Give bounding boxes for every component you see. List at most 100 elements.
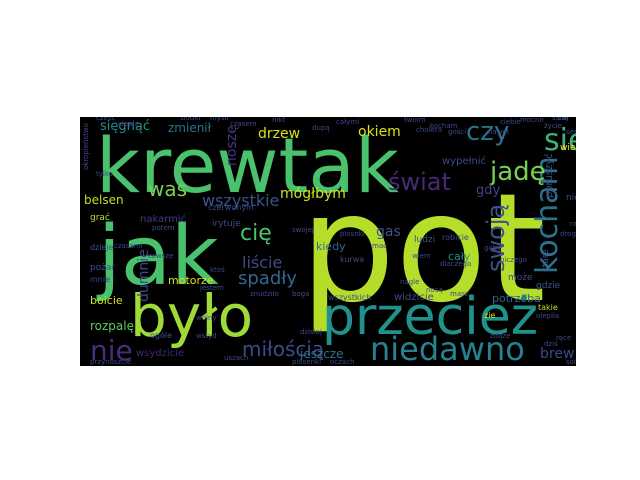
word-siegnac: sięgnąć [100, 119, 150, 134]
word-ludzi: ludzi [414, 235, 435, 245]
word-raz: raz [570, 220, 581, 228]
word-przynoszcie: przynoszcie [90, 358, 131, 366]
word-mocno: mocno [520, 116, 544, 124]
word-nie: nie [90, 334, 133, 367]
word-sie: się [544, 123, 586, 158]
word-boicie: boicie [90, 294, 123, 307]
word-niebo: niebo [566, 193, 591, 203]
word-czesc: cześć [96, 114, 115, 122]
word-krewtak: krewtak [96, 121, 399, 210]
word-swiat: świat [388, 168, 451, 196]
word-uszach: uszach [224, 354, 248, 362]
word-wypelnic: wypełnić [442, 155, 486, 167]
word-drzew: drzew [258, 126, 300, 142]
word-swoja: swoją [482, 204, 510, 272]
word-moze: może [508, 273, 533, 283]
word-rece: ręce [556, 334, 571, 342]
word-poruszyc: poruszyć [543, 153, 555, 198]
word-nawet: nawet [488, 128, 510, 136]
word-kocham: kocham [530, 156, 565, 274]
word-robicie: robicie [442, 233, 469, 242]
word-zie: zie [484, 311, 495, 320]
word-takie: takie [538, 303, 558, 312]
word-belsen: belsen [84, 193, 124, 207]
word-okiem: okiem [358, 124, 401, 140]
word-geby: gęby [484, 244, 501, 252]
word-zmienil: zmienił [168, 121, 212, 135]
word-widzicie: widzicie [394, 292, 434, 303]
word-wszystkie: wszystkie [202, 191, 279, 210]
word-zdaze: zdąże [490, 332, 510, 340]
word-olepila: olepila [536, 312, 559, 320]
word-niczego: niczego [500, 256, 527, 264]
word-dupa: dupą [312, 124, 330, 132]
word-kocham: kocham [430, 122, 458, 130]
word-brew: brew [540, 346, 574, 362]
word-wieku: wieku [560, 143, 586, 153]
word-czasami: czasami [114, 242, 143, 250]
word-taj: taj [558, 113, 568, 122]
word-swojej: swojej [292, 226, 314, 234]
word-oczach: oczach [330, 358, 354, 366]
word-soiowki: soiowki [566, 358, 592, 366]
word-mnie: mnie [90, 275, 110, 284]
word-wsydzicie: wsydzicie [136, 348, 184, 359]
word-jade: jadę [489, 157, 546, 187]
word-pot: pot [300, 162, 546, 336]
word-czasem: czasem [230, 120, 257, 128]
word-noca: nocą [426, 286, 443, 294]
word-gosci: gości [448, 128, 466, 136]
word-niedawno: niedawno [370, 330, 525, 368]
word-boga: boga [292, 290, 309, 298]
word-potem: potem [152, 224, 175, 232]
word-liscie: liście [242, 253, 282, 272]
word-potrzeba: potrzeba [492, 292, 541, 305]
word-czerwonym: czerwonym [208, 203, 254, 212]
word-przeciez: przecież [322, 287, 538, 347]
word-wstyd: wstyd [196, 332, 217, 340]
word-kiedy: kiedy [316, 240, 346, 253]
word-nosze: noszę [224, 125, 240, 166]
word-gdy: gdy [476, 183, 501, 198]
word-irytuje: irytuje [212, 219, 241, 229]
word-ogole: ogóle [150, 330, 172, 340]
word-kurwa: kurwa [340, 255, 364, 264]
word-moglbym: mógłbym [280, 186, 346, 202]
word-ktos: ktoś [210, 266, 225, 274]
word-okropienstwo: okropieństwo [82, 123, 90, 170]
word-dlaczego: dlaczego [440, 260, 471, 268]
word-gdzie: gdzie [536, 281, 561, 291]
word-mysli: myśli [210, 114, 229, 122]
word-pozar: pożar [90, 263, 115, 273]
word-zycie: życie [544, 122, 562, 130]
word-grac: grać [90, 212, 110, 223]
word-droga: drogą [560, 230, 580, 238]
word-twoim: twoim [404, 116, 426, 124]
word-nagle: nagle [400, 278, 419, 286]
word-dzis: dziś [544, 340, 558, 348]
word-miloscia: miłością [242, 337, 324, 361]
word-ciepla: ciepłą [118, 120, 139, 128]
word-dzisiaj: dzisiaj [300, 328, 322, 336]
word-caly: cały [448, 250, 471, 263]
word-stare: stare [541, 249, 551, 272]
word-wszystkich: wszystkich [328, 293, 371, 302]
word-gas: gas [376, 224, 401, 240]
word-motorze: motorze [168, 274, 214, 287]
word-was: was [148, 177, 187, 201]
word-czy: czy [466, 117, 509, 147]
word-ciebie: ciebie [500, 118, 521, 126]
word-nakarmic: nakarmić [140, 213, 186, 225]
word-dzieje: dzieje [90, 243, 114, 252]
word-mac: mac [372, 242, 387, 250]
word-jak: jak [96, 209, 219, 304]
word-spadly: spadły [238, 268, 297, 289]
word-nikt: nikt [272, 116, 285, 124]
word-wolny: wolny [196, 314, 217, 322]
word-jestem: jestem [199, 284, 224, 292]
word-bylo: było [130, 282, 253, 350]
word-rozpale: rozpalę [90, 319, 134, 333]
word-piosenki: piosenki [292, 358, 321, 366]
